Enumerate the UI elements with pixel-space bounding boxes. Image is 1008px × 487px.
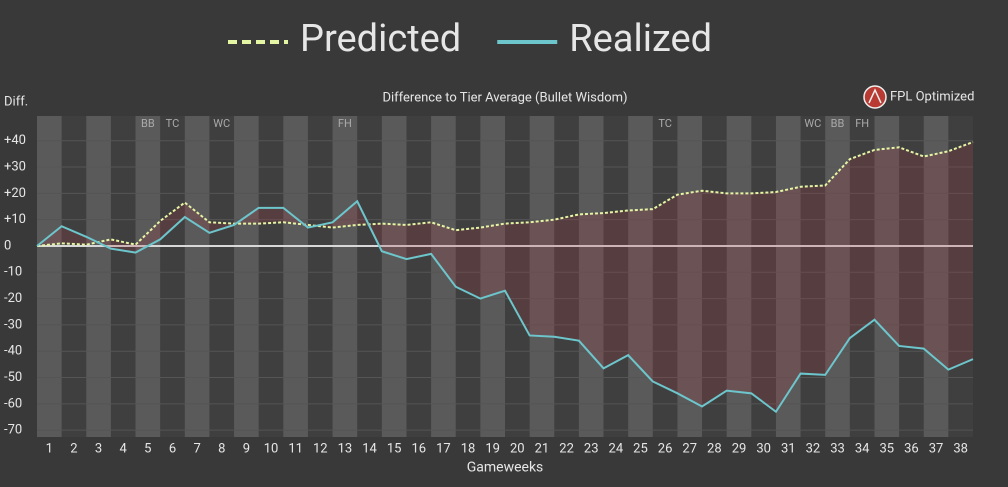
x-tick-label: 35 [879,441,894,456]
x-tick-label: 24 [609,441,624,456]
x-tick-label: 11 [288,441,303,456]
x-tick-label: 23 [584,441,599,456]
x-tick-label: 5 [144,441,151,456]
chip-label: TC [166,117,180,130]
y-tick-label: -60 [4,396,22,411]
y-tick-label: -20 [4,291,22,306]
x-tick-label: 6 [169,441,176,456]
x-tick-label: 36 [904,441,919,456]
x-tick-label: 8 [218,441,225,456]
gameweek-band [381,116,407,437]
x-tick-label: 18 [461,441,476,456]
brand-text: FPL Optimized [890,89,974,104]
chip-label: WC [804,117,821,130]
gameweek-band [332,116,358,437]
series-line [36,199,974,414]
chart-title: Difference to Tier Average (Bullet Wisdo… [382,90,627,105]
y-tick-label: -70 [4,423,22,438]
gameweek-band [529,116,555,437]
legend-label: Predicted [300,17,461,61]
chip-label: FH [855,117,869,130]
x-axis-label: Gameweeks [467,460,544,476]
logo-glyph [868,88,882,104]
y-axis-label: Diff. [4,94,28,109]
gameweek-band [825,116,850,437]
gameweek-band [184,116,210,437]
y-tick-label: +20 [4,186,26,201]
x-tick-label: 33 [830,441,845,456]
x-tick-label: 21 [535,441,550,456]
x-tick-label: 12 [313,441,328,456]
gameweek-band [283,116,308,437]
x-tick-label: 2 [70,441,77,456]
x-tick-label: 10 [264,441,279,456]
y-tick-label: 0 [4,238,11,253]
x-tick-label: 3 [95,441,102,456]
gameweek-band [874,116,900,437]
y-tick-label: +30 [4,159,26,174]
x-tick-label: 20 [510,441,525,456]
gap-area [37,142,973,412]
x-tick-label: 37 [929,441,944,456]
y-tick-label: -40 [4,344,22,359]
gameweek-band [431,116,456,437]
x-tick-label: 16 [411,441,426,456]
legend-label: Realized [569,17,712,61]
chip-label: FH [338,117,352,130]
x-tick-label: 22 [559,441,574,456]
x-tick-label: 14 [362,441,377,456]
gameweek-band [480,116,505,437]
y-tick-label: -50 [4,370,22,385]
gameweek-band [86,116,111,437]
x-tick-label: 17 [436,441,451,456]
x-tick-label: 38 [953,441,968,456]
x-tick-label: 34 [855,441,870,456]
x-tick-label: 1 [46,441,53,456]
gameweek-band [775,116,801,437]
x-tick-label: 28 [707,441,722,456]
brand-logo: FPL Optimized [863,85,974,109]
y-tick-label: -30 [4,317,22,332]
x-tick-label: 27 [682,441,697,456]
x-tick-label: 4 [120,441,128,456]
chip-label: BB [141,117,155,130]
x-tick-label: 26 [658,441,673,456]
chip-label: TC [658,117,672,130]
series-line [36,141,974,247]
chip-label: WC [213,117,230,130]
x-tick-label: 30 [756,441,771,456]
gameweek-band [135,116,161,437]
x-tick-label: 25 [633,441,648,456]
x-tick-label: 29 [732,441,747,456]
y-tick-label: +40 [4,133,26,148]
x-tick-label: 32 [806,441,821,456]
chip-label: BB [831,117,845,130]
gameweek-band [234,116,259,437]
bands [37,116,973,437]
gameweek-band [726,116,752,437]
x-tick-label: 9 [243,441,250,456]
gameweek-band [37,116,62,437]
x-tick-label: 15 [387,441,402,456]
x-tick-label: 7 [193,441,200,456]
y-tick-label: -10 [4,265,22,280]
x-tick-label: 19 [485,441,500,456]
x-tick-label: 13 [338,441,353,456]
y-tick-label: +10 [4,212,26,227]
gameweek-band [677,116,703,437]
x-tick-label: 31 [781,441,796,456]
gameweek-band [578,116,604,437]
gameweek-band [628,116,653,437]
gameweek-band [923,116,949,437]
